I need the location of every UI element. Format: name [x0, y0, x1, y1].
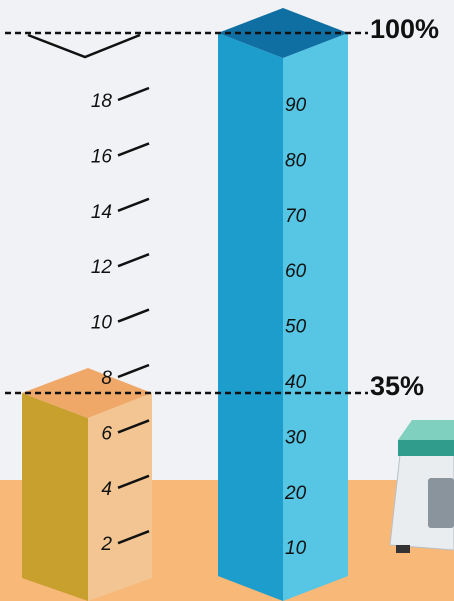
column-label: 70 — [285, 206, 307, 227]
column-label: 60 — [285, 261, 307, 282]
scale-label: 10 — [91, 313, 113, 334]
weighing-scale — [389, 420, 454, 553]
scale-tick — [117, 142, 150, 157]
column-label: 80 — [285, 150, 307, 171]
column-label: 10 — [285, 538, 307, 559]
column-label: 50 — [285, 317, 307, 338]
scale-label: 12 — [91, 257, 113, 278]
scale-tick — [117, 530, 150, 545]
column-label: 20 — [284, 483, 307, 504]
scale-tick — [117, 86, 150, 102]
scale-label: 16 — [91, 146, 113, 167]
scale-label: 6 — [101, 423, 112, 444]
small-box — [22, 368, 152, 601]
full-label: 100% — [370, 14, 439, 44]
scales: 18 16 14 12 10 8 6 4 2 90 80 70 60 50 40 30 20 10 — [91, 86, 307, 559]
scale-label: 4 — [101, 479, 112, 500]
scale-tick — [117, 474, 150, 489]
scale-tick — [117, 197, 150, 212]
scale-label: 2 — [100, 534, 112, 555]
column-label: 90 — [285, 95, 307, 116]
top-mark — [27, 33, 141, 59]
partial-label: 35% — [370, 371, 424, 401]
scale-label: 14 — [91, 202, 112, 223]
scale-tick — [117, 363, 150, 379]
scale-label: 18 — [91, 91, 113, 112]
scale-label: 8 — [101, 368, 112, 389]
scale-tick — [117, 419, 150, 434]
tall-column — [218, 8, 348, 601]
column-label: 30 — [285, 427, 307, 448]
scale-tick — [117, 308, 150, 323]
scale-tick — [117, 253, 150, 268]
column-label: 40 — [285, 372, 307, 393]
